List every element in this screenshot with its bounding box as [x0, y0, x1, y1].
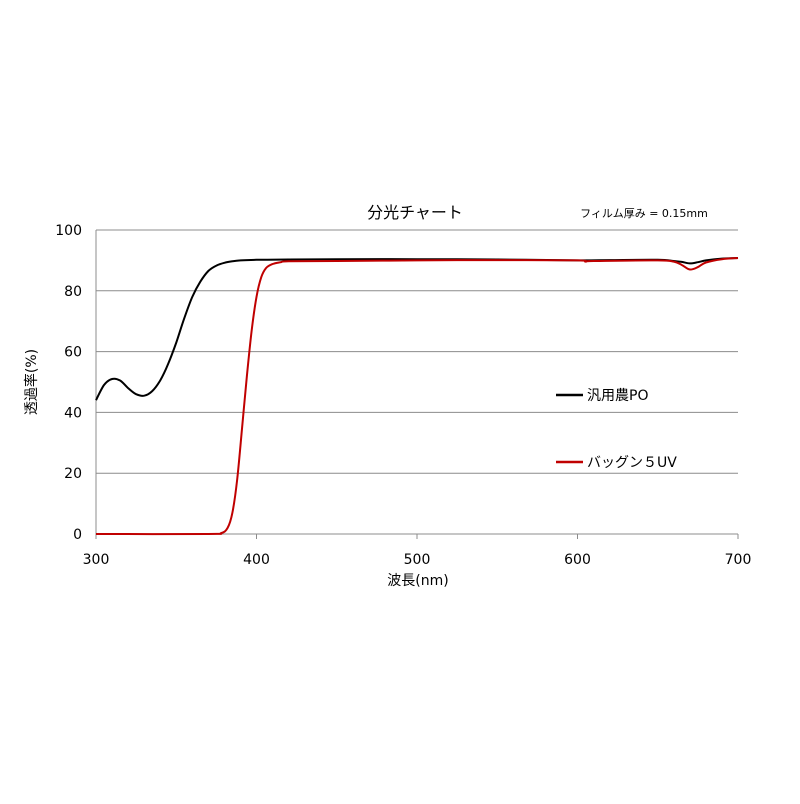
legend-label-2: バッグン５UV [587, 455, 677, 471]
y-tick-label: 40 [64, 405, 82, 421]
y-tick-label: 80 [64, 284, 82, 300]
y-tick-label: 20 [64, 466, 82, 482]
grid-lines [96, 229, 738, 474]
legend: 汎用農PO バッグン５UV [556, 388, 677, 471]
y-tick-label: 60 [64, 345, 82, 361]
x-tick-label: 500 [404, 552, 431, 568]
x-tick-label: 300 [83, 552, 110, 568]
y-tick-label: 0 [73, 527, 82, 543]
chart-title: 分光チャート [367, 203, 463, 222]
axes: 0 20 40 60 80 100 300 400 500 600 700 [55, 223, 751, 568]
x-tick-label: 400 [243, 552, 270, 568]
film-thickness-annotation: フィルム厚み = 0.15mm [580, 207, 708, 220]
x-tick-label: 700 [725, 552, 752, 568]
x-tick-label: 600 [564, 552, 591, 568]
legend-label-1: 汎用農PO [587, 388, 648, 404]
labels: 分光チャート フィルム厚み = 0.15mm 波長(nm) 透過率(%) [23, 203, 708, 589]
y-axis-label: 透過率(%) [23, 349, 40, 415]
series-line-1 [95, 257, 739, 401]
series-lines [95, 257, 739, 536]
y-tick-label: 100 [55, 223, 82, 239]
series-line-2 [95, 257, 739, 536]
x-axis-label: 波長(nm) [387, 573, 448, 589]
